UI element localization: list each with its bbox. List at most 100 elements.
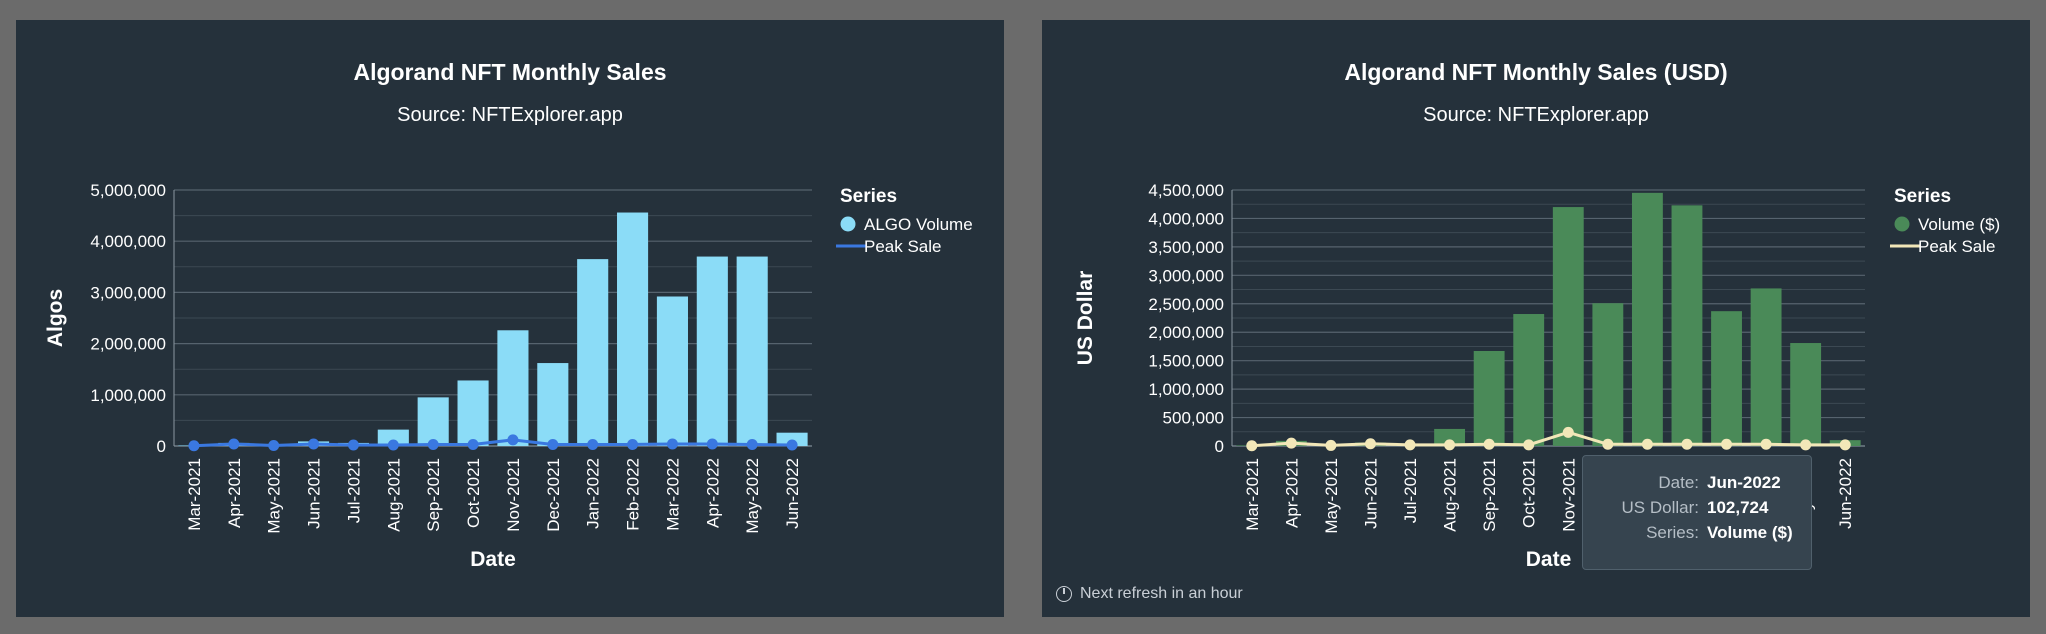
y-tick-label: 2,000,000 — [1148, 323, 1224, 342]
y-tick-label: 4,500,000 — [1148, 181, 1224, 200]
x-tick-label: Sep-2021 — [424, 458, 443, 532]
x-tick-label: Nov-2021 — [1559, 458, 1578, 532]
bar — [417, 397, 449, 446]
bar — [1750, 288, 1782, 446]
y-tick-label: 4,000,000 — [1148, 209, 1224, 228]
bar — [1434, 428, 1466, 446]
peak-sale-point — [1404, 439, 1416, 451]
bar — [377, 429, 409, 446]
x-tick-label: Mar-2021 — [1243, 458, 1262, 531]
y-tick-label: 3,000,000 — [1148, 266, 1224, 285]
bar — [656, 296, 688, 446]
bar — [1552, 207, 1584, 446]
legend-swatch-bar — [840, 216, 856, 232]
peak-sale-point — [228, 438, 240, 450]
x-tick-label: Jun-2022 — [783, 458, 802, 529]
bar — [1513, 314, 1545, 446]
tooltip-value: Volume ($) — [1707, 522, 1793, 542]
peak-sale-point — [1325, 439, 1337, 451]
x-axis-title: Date — [470, 548, 516, 571]
tooltip-value: 102,724 — [1707, 497, 1769, 517]
peak-sale-point — [1602, 438, 1614, 450]
tooltip-row: Series: Volume ($) — [1595, 520, 1799, 545]
chart-subtitle: Source: NFTExplorer.app — [1423, 104, 1649, 126]
y-axis-title: Algos — [44, 289, 67, 347]
bar — [1473, 350, 1505, 446]
peak-sale-point — [427, 438, 439, 450]
y-tick-label: 0 — [157, 437, 166, 456]
chart-svg-usd: Algorand NFT Monthly Sales (USD) Source: … — [1074, 59, 2000, 571]
x-axis-title: Date — [1526, 548, 1572, 571]
x-tick-label: Aug-2021 — [384, 458, 403, 532]
bar — [736, 256, 768, 446]
peak-sale-point — [1285, 437, 1297, 449]
y-tick-label: 5,000,000 — [90, 181, 166, 200]
x-tick-label: May-2022 — [743, 458, 762, 534]
refresh-status: Next refresh in an hour — [1056, 585, 1243, 603]
clock-icon — [1056, 586, 1072, 602]
peak-sale-point — [1364, 438, 1376, 450]
tooltip-value: Jun-2022 — [1707, 472, 1781, 492]
peak-sale-point — [1721, 438, 1733, 450]
x-tick-label: May-2021 — [1322, 458, 1341, 534]
x-tick-label: Apr-2021 — [1282, 458, 1301, 528]
x-tick-label: May-2021 — [265, 458, 284, 534]
bar — [1711, 311, 1742, 446]
chart-tooltip: Date: Jun-2022 US Dollar: 102,724 Series… — [1582, 455, 1812, 570]
y-tick-label: 0 — [1215, 437, 1224, 456]
x-tick-label: Oct-2021 — [1520, 458, 1539, 528]
x-tick-label: Feb-2022 — [624, 458, 643, 531]
x-tick-label: Jul-2021 — [344, 458, 363, 523]
y-tick-label: 1,000,000 — [1148, 380, 1224, 399]
peak-sale-point — [706, 438, 718, 450]
tooltip-key: US Dollar: — [1621, 497, 1699, 517]
y-tick-label: 4,000,000 — [90, 232, 166, 251]
x-tick-label: Apr-2021 — [225, 458, 244, 528]
bar — [537, 363, 569, 446]
x-tick-label: Jun-2021 — [305, 458, 324, 529]
x-tick-label: Oct-2021 — [464, 458, 483, 528]
bar — [1790, 343, 1822, 446]
x-tick-label: Mar-2021 — [185, 458, 204, 531]
peak-sale-point — [1760, 438, 1772, 450]
peak-sale-line — [1251, 430, 1846, 448]
peak-sale-point — [786, 439, 798, 451]
y-tick-label: 2,000,000 — [90, 335, 166, 354]
legend-label: Peak Sale — [864, 237, 942, 256]
x-tick-label: Aug-2021 — [1441, 458, 1460, 532]
chart-subtitle: Source: NFTExplorer.app — [397, 104, 623, 126]
bar — [497, 330, 529, 446]
legend-title: Series — [1894, 186, 1951, 207]
peak-sale-point — [547, 438, 559, 450]
bar — [577, 259, 609, 446]
bar — [617, 212, 649, 446]
legend-label: Peak Sale — [1918, 237, 1996, 256]
peak-sale-point — [627, 438, 639, 450]
peak-sale-point — [1562, 426, 1574, 438]
y-tick-label: 500,000 — [1163, 409, 1224, 428]
tooltip-row: US Dollar: 102,724 — [1595, 495, 1799, 520]
chart-title: Algorand NFT Monthly Sales (USD) — [1344, 59, 1727, 85]
y-axis-title: US Dollar — [1074, 271, 1097, 366]
peak-sale-point — [188, 440, 200, 452]
peak-sale-point — [1681, 438, 1693, 450]
y-tick-label: 1,500,000 — [1148, 352, 1224, 371]
peak-sale-point — [1246, 440, 1258, 452]
bar — [457, 380, 489, 446]
tooltip-row: Date: Jun-2022 — [1595, 470, 1799, 495]
y-tick-label: 2,500,000 — [1148, 295, 1224, 314]
bar — [776, 432, 808, 446]
peak-sale-point — [467, 438, 479, 450]
peak-sale-point — [268, 439, 280, 451]
legend-swatch-bar — [1894, 216, 1910, 232]
x-tick-label: Jun-2021 — [1361, 458, 1380, 529]
peak-sale-point — [1444, 439, 1456, 451]
chart-panel-usd: Algorand NFT Monthly Sales (USD) Source: … — [1042, 20, 2030, 617]
bar — [696, 256, 728, 446]
peak-sale-point — [387, 439, 399, 451]
x-tick-label: Dec-2021 — [544, 458, 563, 532]
bar — [1631, 192, 1663, 446]
chart-title: Algorand NFT Monthly Sales — [353, 59, 666, 85]
peak-sale-point — [507, 434, 519, 446]
peak-sale-point — [347, 439, 359, 451]
